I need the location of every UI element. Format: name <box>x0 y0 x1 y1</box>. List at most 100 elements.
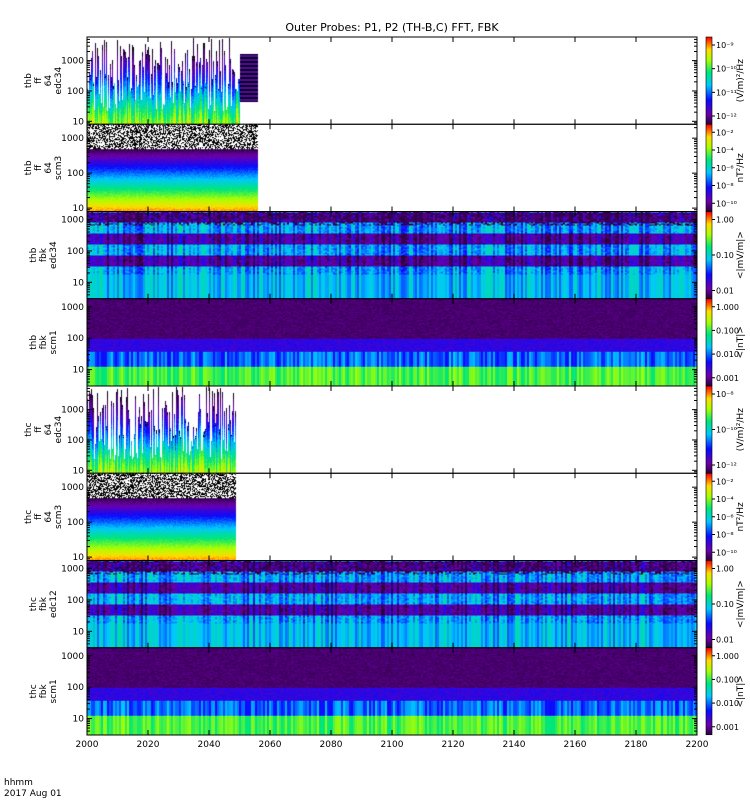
spectrogram-image <box>87 647 697 735</box>
x-axis-label: hhmm <box>4 778 33 788</box>
colorbar-tick-label: 10⁻⁴ <box>716 495 734 504</box>
y-tick-label: 10 <box>73 204 85 214</box>
y-axis-label-line: thc <box>29 597 39 611</box>
y-tick-label: 10 <box>73 366 85 376</box>
y-axis-label-line: thc <box>24 510 34 524</box>
y-axis-label-line: edc34 <box>54 416 64 444</box>
y-tick-label: 1000 <box>61 565 84 575</box>
y-axis-label-line: 64 <box>44 162 54 174</box>
colorbar-tick-label: 10⁻⁶ <box>716 513 734 522</box>
colorbar-label: <|mV/m|> <box>736 231 746 279</box>
x-tick-label: 2180 <box>625 740 648 750</box>
y-axis-label-line: edc34 <box>49 241 59 269</box>
y-axis-label-line: scm3 <box>54 156 64 180</box>
spectrogram-panel: 10 100 1000 thcfbkedc12 1.00 0.10 0.01<|mV/m|> <box>29 560 746 649</box>
y-axis-label: thcfbkedc12 <box>29 590 59 618</box>
colorbar-label: <|nT|> <box>736 326 746 358</box>
y-tick-label: 1000 <box>61 303 84 313</box>
y-axis-label-line: edc34 <box>54 67 64 95</box>
y-axis-label-line: ff <box>34 77 44 84</box>
y-tick-label: 1000 <box>61 134 84 144</box>
y-tick-label: 10 <box>73 278 85 288</box>
y-tick-label: 100 <box>67 436 84 446</box>
colorbar <box>706 124 712 212</box>
y-tick-label: 100 <box>67 334 84 344</box>
colorbar <box>706 647 712 735</box>
colorbar-tick-label: 10⁻⁸ <box>716 182 734 191</box>
spectrogram-image <box>87 37 697 124</box>
colorbar-tick-label: 10⁻¹² <box>716 461 737 470</box>
y-axis-label-line: ff <box>34 426 44 433</box>
colorbar <box>706 211 712 299</box>
y-axis-label: thbff64scm3 <box>24 156 64 180</box>
y-axis-label-line: 64 <box>44 75 54 87</box>
y-tick-label: 100 <box>67 247 84 257</box>
y-axis-label: thbfbkscm1 <box>29 330 59 354</box>
colorbar-frame <box>705 647 713 736</box>
spectrogram-panel: 10 100 1000 thcfbkscm1 1.000 0.100 0.010 0.001 <… <box>29 647 746 736</box>
spectrogram-panel: 10 100 1000 thcff64scm3 10⁻² 10⁻⁴ 10⁻⁶ 10⁻⁸ 10⁻¹… <box>24 472 746 563</box>
y-tick-label: 10 <box>73 117 85 127</box>
y-axis-label: thcff64edc34 <box>24 416 64 444</box>
spectrogram-image <box>87 298 697 386</box>
spectrogram-image <box>87 386 697 473</box>
x-tick-label: 2020 <box>137 740 160 750</box>
x-tick-label: 2160 <box>564 740 587 750</box>
colorbar-label: nT²/Hz <box>736 502 746 532</box>
colorbar-tick-label: 10⁻¹² <box>716 112 737 121</box>
y-tick-label: 100 <box>67 596 84 606</box>
y-tick-label: 1000 <box>61 652 84 662</box>
colorbar-tick-label: 1.00 <box>716 216 734 225</box>
spectrogram-panel: 10 100 1000 thbff64scm3 10⁻² 10⁻⁴ 10⁻⁶ 10⁻⁸ 10⁻¹… <box>24 123 746 214</box>
y-tick-label: 1000 <box>61 57 84 67</box>
chart-title: Outer Probes: P1, P2 (TH-B,C) FFT, FBK <box>285 21 499 34</box>
y-axis-label-line: 64 <box>44 424 54 436</box>
colorbar-label: (V/m)²/Hz <box>736 408 746 451</box>
colorbar <box>706 386 712 473</box>
y-axis-label: thcff64scm3 <box>24 505 64 529</box>
spectrogram-image <box>87 473 697 561</box>
y-axis-label-line: fbk <box>39 335 49 350</box>
x-tick-label: 2200 <box>686 740 709 750</box>
x-axis: 2000 2020 2040 2060 2080 2100 2120 2140 2160 2180… <box>76 740 709 750</box>
colorbar-tick-label: 10⁻⁴ <box>716 146 734 155</box>
colorbar-label: (V/m)²/Hz <box>736 59 746 102</box>
colorbar-tick-label: 10⁻⁹ <box>716 41 734 50</box>
colorbar-tick-label: 0.001 <box>716 374 739 383</box>
y-tick-label: 1000 <box>61 216 84 226</box>
x-tick-label: 2060 <box>259 740 282 750</box>
y-axis-label-line: thb <box>24 160 34 175</box>
colorbar-tick-label: 10⁻⁸ <box>716 531 734 540</box>
colorbar-tick-label: 10⁻⁶ <box>716 164 734 173</box>
colorbar-tick-label: 10⁻¹⁰ <box>716 426 737 435</box>
colorbar-label: nT²/Hz <box>736 153 746 183</box>
y-tick-label: 100 <box>67 169 84 179</box>
colorbar-label: <|mV/m|> <box>736 580 746 628</box>
colorbar-tick-label: 0.10 <box>716 600 734 609</box>
y-axis-label: thbfbkedc34 <box>29 241 59 269</box>
colorbar-tick-label: 0.01 <box>716 636 734 645</box>
y-axis-label-line: thb <box>24 73 34 88</box>
y-axis-label-line: scm1 <box>49 679 59 703</box>
x-tick-label: 2120 <box>442 740 465 750</box>
y-axis-label-line: thc <box>29 684 39 698</box>
colorbar-tick-label: 0.010 <box>716 699 739 708</box>
y-tick-label: 1000 <box>61 483 84 493</box>
y-axis-label-line: thc <box>24 422 34 436</box>
spectrogram-panel: 10 100 1000 thbfbkscm1 1.000 0.100 0.010 0.001 <… <box>29 298 746 387</box>
spectrogram-image <box>87 211 697 299</box>
y-axis-label: thcfbkscm1 <box>29 679 59 703</box>
y-axis-label-line: ff <box>34 164 44 171</box>
y-axis-label-line: scm3 <box>54 505 64 529</box>
colorbar-tick-label: 0.10 <box>716 251 734 260</box>
x-tick-label: 2040 <box>198 740 221 750</box>
y-tick-label: 10 <box>73 627 85 637</box>
y-tick-label: 10 <box>73 466 85 476</box>
y-axis-label-line: edc12 <box>49 590 59 618</box>
colorbar-tick-label: 1.00 <box>716 565 734 574</box>
y-axis-label: thbff64edc34 <box>24 67 64 95</box>
y-axis-label-line: thb <box>29 335 39 350</box>
colorbar-tick-label: 10⁻¹⁰ <box>716 65 737 74</box>
colorbar-tick-label: 1.000 <box>716 303 739 312</box>
